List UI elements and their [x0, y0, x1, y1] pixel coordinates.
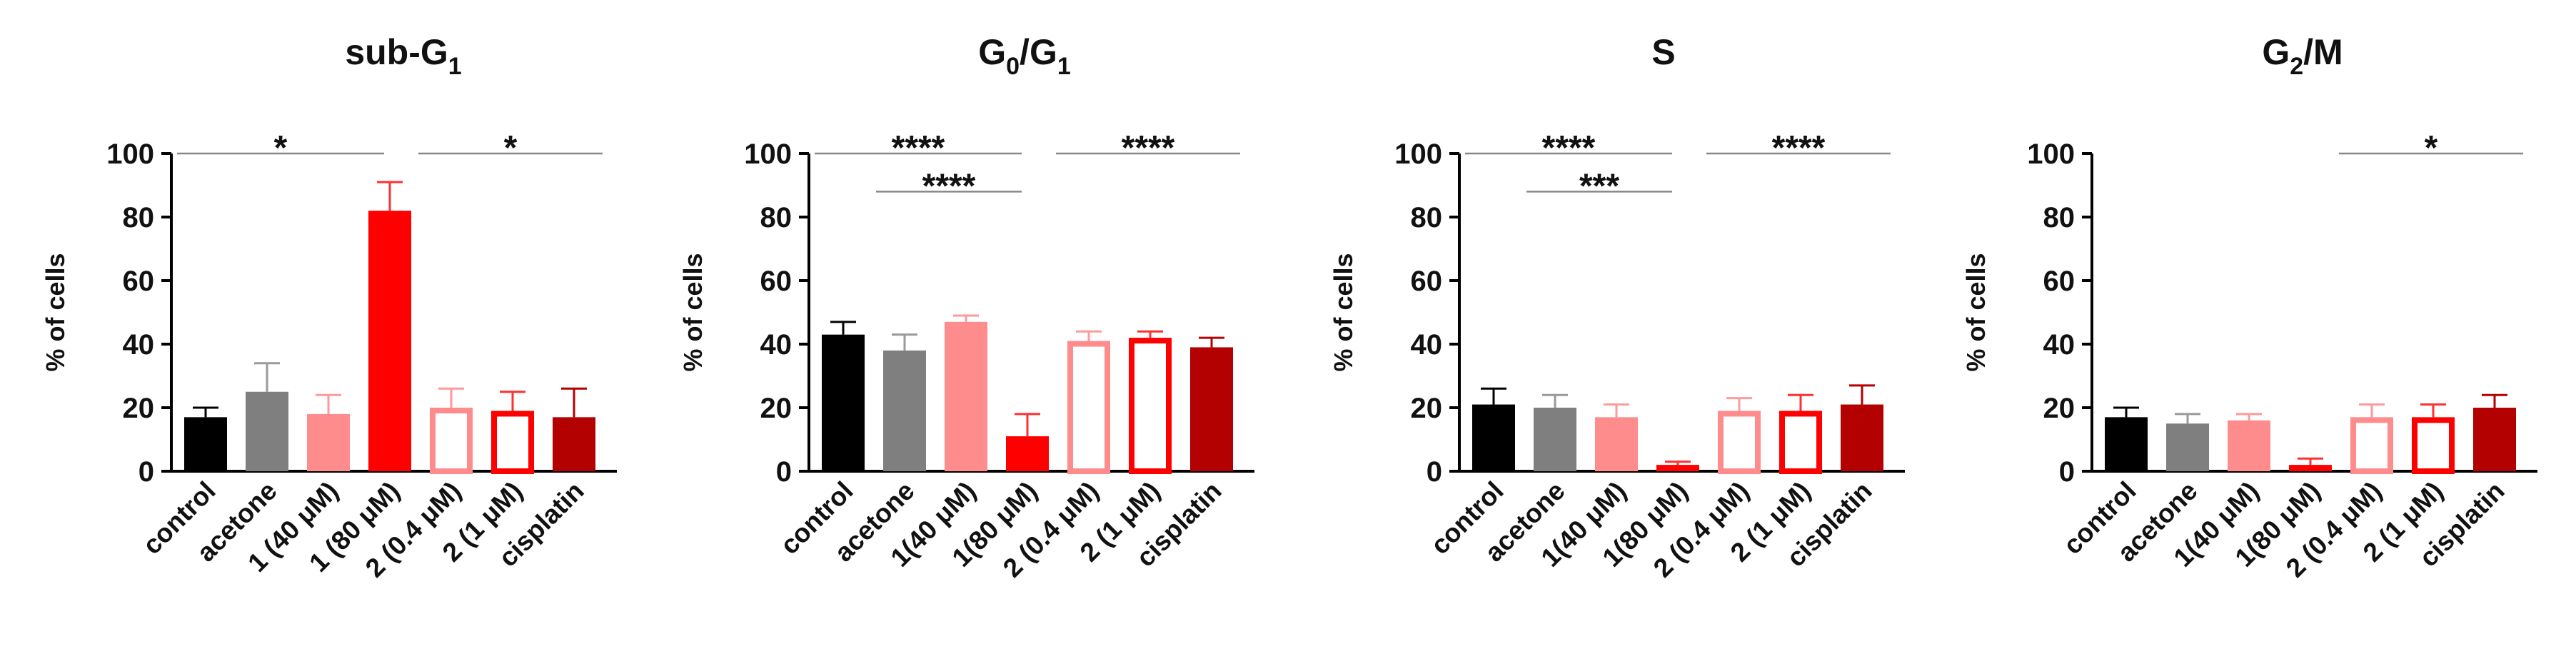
- bar: [246, 391, 288, 471]
- y-tick-label: 40: [1411, 329, 1443, 361]
- bar: [1656, 465, 1699, 471]
- y-tick-label: 80: [1411, 202, 1443, 233]
- bar: [2350, 417, 2393, 474]
- y-tick-label: 60: [123, 266, 155, 297]
- bar: [883, 350, 926, 471]
- y-tick-label: 60: [2043, 266, 2076, 297]
- chart-title-subscript: 0: [1006, 53, 1020, 80]
- y-tick-label: 80: [760, 202, 793, 233]
- y-axis-label: % of cells: [678, 253, 708, 371]
- bar: [1534, 408, 1576, 471]
- y-tick-label: 0: [776, 456, 792, 488]
- bar: [2289, 465, 2332, 471]
- significance-label: *: [274, 129, 288, 167]
- y-tick-label: 100: [106, 139, 154, 170]
- y-tick-label: 0: [139, 456, 154, 488]
- significance-label: ****: [1542, 129, 1596, 167]
- bar: [1472, 404, 1515, 471]
- chart-title-subscript: 2: [2290, 53, 2303, 80]
- chart-panel-3: S% of cells020406080100controlacetone1(4…: [1329, 32, 1905, 583]
- bar: [1129, 338, 1172, 474]
- y-axis-label: % of cells: [1961, 253, 1991, 371]
- chart-title-subscript-2: 1: [1057, 53, 1071, 80]
- y-tick-label: 40: [2043, 329, 2076, 361]
- y-tick-label: 40: [760, 329, 793, 361]
- y-tick-label: 20: [760, 393, 793, 424]
- chart-panel-4: G2/M% of cells020406080100controlacetone…: [1961, 32, 2537, 583]
- chart-panel-2: G0/G1% of cells020406080100controlaceton…: [678, 32, 1254, 583]
- bar: [1779, 411, 1822, 475]
- y-tick-label: 20: [1411, 393, 1443, 424]
- bar: [1718, 411, 1761, 475]
- bar: [307, 413, 350, 471]
- bar: [491, 411, 534, 475]
- bar: [822, 334, 865, 471]
- y-tick-label: 60: [1411, 266, 1443, 297]
- bar: [2228, 420, 2270, 471]
- y-tick-label: 80: [2043, 202, 2076, 233]
- significance-label: ****: [892, 129, 945, 167]
- chart-title-main: G: [978, 32, 1006, 72]
- y-tick-label: 20: [123, 393, 155, 424]
- bar: [1067, 341, 1110, 474]
- bar: [368, 211, 411, 471]
- y-tick-label: 0: [2059, 456, 2075, 488]
- y-tick-label: 80: [123, 202, 155, 233]
- bar: [553, 417, 595, 471]
- chart-panel-1: sub-G1% of cells020406080100controlaceto…: [41, 32, 617, 583]
- y-tick-label: 20: [2043, 393, 2076, 424]
- significance-label: ****: [922, 167, 976, 205]
- bar: [2166, 423, 2209, 471]
- y-tick-label: 60: [760, 266, 793, 297]
- bar: [184, 417, 227, 471]
- chart-title-rest: /G: [1020, 32, 1057, 72]
- chart-title-main: G: [2262, 32, 2290, 72]
- chart-title-main: S: [1651, 32, 1675, 72]
- bar: [1006, 436, 1049, 471]
- bar: [2473, 408, 2516, 471]
- y-axis-label: % of cells: [41, 253, 70, 371]
- chart-title: sub-G1: [345, 32, 461, 80]
- bar: [430, 408, 473, 474]
- bar: [1595, 417, 1638, 471]
- y-tick-label: 40: [123, 329, 155, 361]
- bar: [1841, 404, 1883, 471]
- bar: [2412, 417, 2455, 474]
- significance-label: *: [504, 129, 518, 167]
- bar: [945, 321, 987, 471]
- chart-title: G0/G1: [978, 32, 1071, 80]
- y-tick-label: 100: [1394, 139, 1442, 170]
- significance-label: ****: [1122, 129, 1175, 167]
- chart-title-main: sub-G: [345, 32, 448, 72]
- y-tick-label: 100: [744, 139, 792, 170]
- bar: [2105, 417, 2148, 471]
- significance-label: ****: [1772, 129, 1826, 167]
- significance-label: *: [2425, 129, 2438, 167]
- chart-title-subscript: 1: [448, 53, 462, 80]
- chart-title: S: [1651, 32, 1675, 72]
- chart-title-rest: /M: [2303, 32, 2343, 72]
- chart-title: G2/M: [2262, 32, 2343, 80]
- bar: [1190, 347, 1233, 471]
- y-axis-label: % of cells: [1329, 253, 1358, 371]
- y-tick-label: 100: [2027, 139, 2075, 170]
- significance-label: ***: [1579, 167, 1619, 205]
- y-tick-label: 0: [1427, 456, 1442, 488]
